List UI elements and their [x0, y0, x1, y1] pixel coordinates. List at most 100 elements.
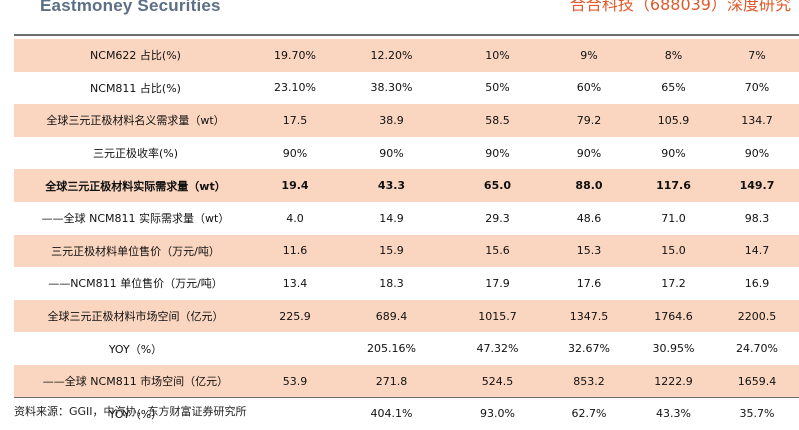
table-cell: 48.6	[576, 211, 602, 225]
table-cell: 15.3	[545, 234, 633, 268]
table-cell: 853.2	[545, 364, 633, 398]
table-cell: 58.5	[450, 104, 545, 137]
table-cell: 53.9	[257, 364, 333, 398]
table-cell: 90%	[576, 146, 602, 160]
data-table: NCM622 占比(%) 19.70% 12.20% 10% 9% 8% 7% NCM811 …	[14, 39, 799, 430]
table-cell: 93.0%	[480, 407, 515, 421]
row-label: 全球三元正极材料市场空间（亿元）	[14, 299, 257, 333]
table-cell: 47.32%	[476, 342, 519, 356]
row-label: ——NCM811 单位售价（万元/吨）	[48, 277, 223, 291]
row-label: ——全球 NCM811 市场空间（亿元）	[14, 364, 257, 398]
table-cell: 19.4	[257, 169, 333, 202]
source-note: 资料来源：GGII，中汽协，东方财富证券研究所	[14, 405, 247, 418]
table-cell: 1015.7	[450, 299, 545, 333]
table-cell: 15.6	[450, 234, 545, 268]
table-cell: 2200.5	[714, 299, 799, 333]
table-cell: 16.9	[744, 276, 770, 290]
table-cell: 1347.5	[545, 299, 633, 333]
table-cell: 38.30%	[370, 81, 413, 95]
table-cell	[257, 398, 333, 430]
table-cell: 43.3	[333, 169, 450, 202]
table-cell: 11.6	[257, 234, 333, 268]
table-cell: 524.5	[450, 364, 545, 398]
table-cell: 90%	[379, 146, 404, 160]
table-cell: 10%	[450, 39, 545, 72]
table-cell: 9%	[545, 39, 633, 72]
table-cell: 98.3	[744, 211, 770, 225]
table-cell: 134.7	[714, 104, 799, 137]
table-cell: 117.6	[633, 169, 714, 202]
table-cell: 88.0	[545, 169, 633, 202]
table-row: YOY（%） 404.1% 93.0% 62.7% 43.3% 35.7%	[14, 398, 799, 430]
table-cell: 30.95%	[652, 342, 695, 356]
table-cell: 17.9	[485, 276, 510, 290]
table-row: NCM811 占比(%) 23.10% 38.30% 50% 60% 65% 70%	[14, 72, 799, 105]
table-row: 全球三元正极材料实际需求量（wt） 19.4 43.3 65.0 88.0 117.6 14…	[14, 169, 799, 202]
table-cell: 32.67%	[568, 342, 610, 356]
table-cell: 1764.6	[633, 299, 714, 333]
table-cell: 90%	[744, 146, 770, 160]
table-row: 三元正极收率(%) 90% 90% 90% 90% 90% 90%	[14, 137, 799, 170]
table-cell: 205.16%	[367, 342, 416, 356]
table-cell: 1659.4	[714, 364, 799, 398]
table-cell: 225.9	[257, 299, 333, 333]
row-label: 三元正极材料单位售价（万元/吨）	[14, 234, 257, 268]
table-cell: 7%	[714, 39, 799, 72]
brand-name: Eastmoney Securities	[40, 0, 221, 15]
table-cell: 1222.9	[633, 364, 714, 398]
table-row: NCM622 占比(%) 19.70% 12.20% 10% 9% 8% 7%	[14, 39, 799, 72]
table-cell: 70%	[744, 81, 770, 95]
top-rule	[14, 34, 799, 36]
table-cell: 90%	[282, 146, 308, 160]
table-cell: 90%	[485, 146, 510, 160]
table-cell: 149.7	[714, 169, 799, 202]
table-cell: 14.9	[379, 211, 404, 225]
table-row: 全球三元正极材料名义需求量（wt） 17.5 38.9 58.5 79.2 105.9 13…	[14, 104, 799, 137]
table-cell: 17.2	[661, 276, 686, 290]
report-title: 合合科技（688039）深度研究	[569, 0, 791, 14]
table-cell: 271.8	[333, 364, 450, 398]
table-cell: 79.2	[545, 104, 633, 137]
table-cell: 17.5	[257, 104, 333, 137]
table-cell: 65.0	[450, 169, 545, 202]
row-label: 全球三元正极材料实际需求量（wt）	[14, 169, 257, 202]
row-label: ——全球 NCM811 实际需求量（wt）	[41, 212, 230, 226]
row-label: 全球三元正极材料名义需求量（wt）	[14, 104, 257, 137]
row-label: 三元正极收率(%)	[92, 147, 179, 161]
row-label: NCM622 占比(%)	[14, 39, 257, 72]
table-cell: 13.4	[282, 276, 308, 290]
table-row: 三元正极材料单位售价（万元/吨） 11.6 15.9 15.6 15.3 15.0 14.7	[14, 234, 799, 268]
table-cell	[257, 332, 333, 365]
table-row: YOY（%） 205.16% 47.32% 32.67% 30.95% 24.70%	[14, 332, 799, 365]
table-row: ——全球 NCM811 实际需求量（wt） 4.0 14.9 29.3 48.6 71.0…	[14, 202, 799, 235]
table-cell: 8%	[633, 39, 714, 72]
table-row: ——NCM811 单位售价（万元/吨） 13.4 18.3 17.9 17.6 17.2 1…	[14, 267, 799, 300]
bottom-rule	[14, 397, 799, 398]
table-cell: 4.0	[286, 211, 304, 225]
table-cell: 404.1%	[370, 407, 413, 421]
table-cell: 35.7%	[739, 407, 775, 421]
table-cell: 65%	[661, 81, 686, 95]
table-cell: 29.3	[485, 211, 510, 225]
table-row: ——全球 NCM811 市场空间（亿元） 53.9 271.8 524.5 853.2 1…	[14, 364, 799, 398]
table-cell: 19.70%	[257, 39, 333, 72]
table-cell: 689.4	[333, 299, 450, 333]
table-row: 全球三元正极材料市场空间（亿元） 225.9 689.4 1015.7 1347.5 17…	[14, 299, 799, 333]
table-cell: 50%	[485, 81, 510, 95]
table-cell: 71.0	[661, 211, 686, 225]
table-cell: 15.9	[333, 234, 450, 268]
table-cell: 15.0	[633, 234, 714, 268]
row-label: NCM811 占比(%)	[90, 81, 181, 95]
table-cell: 23.10%	[274, 81, 316, 95]
table-cell: 17.6	[576, 276, 602, 290]
table-cell: 12.20%	[333, 39, 450, 72]
table-cell: 14.7	[714, 234, 799, 268]
table-cell: 18.3	[379, 276, 404, 290]
table-cell: 105.9	[633, 104, 714, 137]
row-label: YOY（%）	[108, 407, 163, 421]
table-cell: 90%	[661, 146, 686, 160]
table-cell: 43.3%	[656, 407, 691, 421]
table-cell: 60%	[576, 81, 602, 95]
table-cell: 62.7%	[571, 407, 607, 421]
table-cell: 24.70%	[736, 342, 778, 356]
